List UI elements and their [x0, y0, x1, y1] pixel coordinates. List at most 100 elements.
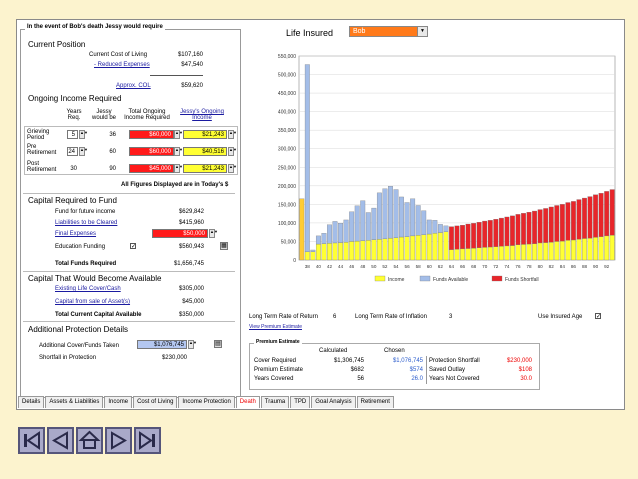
previous-page-button[interactable]	[47, 427, 74, 454]
bar-income	[554, 241, 560, 261]
education-calculator-icon[interactable]: ▦	[220, 242, 228, 250]
future-income-value: $629,842	[178, 209, 204, 215]
bar-funds-shortfall	[521, 213, 526, 245]
first-page-icon	[24, 431, 40, 450]
years-spinner-grieving[interactable]: ▲▼	[79, 130, 88, 139]
bar-income	[537, 242, 543, 261]
row-label-post-retirement: Post Retirement	[27, 161, 57, 173]
tab-assets-liabilities[interactable]: Assets & Liabilities	[45, 396, 104, 408]
bar-income	[343, 242, 349, 261]
years-not-covered-label: Years Not Covered	[429, 376, 480, 382]
liabilities-link[interactable]: Liabilities to be Cleared	[55, 220, 118, 226]
approx-col-value: $59,620	[181, 83, 203, 89]
inflation-value: 3	[449, 314, 453, 320]
tab-trauma[interactable]: Trauma	[260, 396, 290, 408]
total-income-post-retirement[interactable]: $45,000	[129, 164, 174, 173]
years-spinner-pre-retirement[interactable]: ▲▼	[79, 147, 88, 156]
tab-tpd[interactable]: TPD	[290, 396, 311, 408]
first-page-button[interactable]	[18, 427, 45, 454]
bar-funds-shortfall	[532, 210, 538, 244]
tab-income[interactable]: Income	[104, 396, 133, 408]
final-expenses-link[interactable]: Final Expenses	[55, 231, 97, 237]
last-page-icon	[139, 431, 155, 450]
premium-estimate-chosen: $574	[409, 367, 423, 373]
bar-income	[432, 233, 438, 261]
final-expenses-input[interactable]: $50,000	[152, 229, 208, 238]
header-total: Total Ongoing Income Required	[124, 109, 170, 121]
header-age: Jessy would be	[91, 109, 117, 121]
bar-income	[510, 245, 515, 261]
sale-assets-link[interactable]: Capital from sale of Asset(s)	[55, 299, 131, 305]
y-tick-label: 50,000	[281, 239, 297, 245]
calculator-icon[interactable]: ▤	[214, 340, 222, 348]
total-income-grieving[interactable]: $60,000	[129, 130, 174, 139]
total-available-label: Total Current Capital Available	[55, 312, 142, 318]
y-tick-label: 500,000	[278, 73, 296, 79]
bar-funds-shortfall	[482, 220, 488, 248]
bar-income	[515, 244, 521, 261]
bar-income	[354, 240, 360, 261]
years-input-grieving[interactable]: 5	[67, 130, 78, 139]
bar-funds-shortfall	[548, 206, 554, 243]
bar-income	[493, 246, 499, 261]
bar-income	[376, 239, 382, 261]
age-pre-retirement: 60	[109, 149, 116, 155]
education-checkbox[interactable]: ✓	[130, 243, 137, 250]
existing-cover-value: $305,000	[178, 286, 204, 292]
jessy-income-grieving[interactable]: $21,243	[183, 130, 227, 139]
chevron-down-icon[interactable]: ▼	[417, 27, 427, 36]
life-insured-label: Life Insured	[286, 28, 334, 38]
y-tick-label: 450,000	[278, 91, 296, 97]
final-expenses-spinner[interactable]: ▲▼	[209, 229, 218, 238]
tab-retirement[interactable]: Retirement	[356, 396, 394, 408]
bar-income	[393, 237, 399, 261]
x-tick-label: 52	[382, 264, 388, 269]
liabilities-value: $415,960	[178, 220, 204, 226]
bar-income	[437, 232, 443, 261]
view-premium-link[interactable]: View Premium Estimate	[249, 324, 302, 330]
years-input-pre-retirement[interactable]: 24	[67, 147, 78, 156]
bar-funds-shortfall	[598, 193, 604, 237]
bar-funds-shortfall	[449, 226, 454, 250]
tab-cost-of-living[interactable]: Cost of Living	[133, 396, 178, 408]
total-income-pre-retirement[interactable]: $60,000	[129, 147, 174, 156]
total-spinner-pre-retirement[interactable]: ▲▼	[174, 147, 183, 156]
home-button[interactable]	[76, 427, 103, 454]
header-jessy-link[interactable]: Jessy's Ongoing Income	[180, 109, 224, 121]
bar-funds-shortfall	[582, 197, 587, 239]
bar-funds-shortfall	[471, 223, 477, 249]
existing-cover-link[interactable]: Existing Life Cover/Cash	[55, 286, 121, 292]
years-not-covered-value: 30.0	[520, 376, 532, 382]
total-spinner-post-retirement[interactable]: ▲▼	[174, 164, 183, 173]
insured-age-checkbox[interactable]: ✓	[595, 313, 602, 320]
jessy-spinner-post-retirement[interactable]: ▲▼	[228, 164, 237, 173]
jessy-spinner-grieving[interactable]: ▲▼	[228, 130, 237, 139]
capital-available-title: Capital That Would Become Available	[28, 274, 162, 283]
y-tick-label: 550,000	[278, 54, 296, 60]
bar-funds-available	[360, 200, 366, 241]
tab-goal-analysis[interactable]: Goal Analysis	[311, 396, 356, 408]
bar-income	[582, 238, 587, 261]
last-page-button[interactable]	[134, 427, 161, 454]
tab-income-protection[interactable]: Income Protection	[178, 396, 235, 408]
additional-cover-input[interactable]: $1,076,745	[137, 340, 187, 349]
tab-death[interactable]: Death	[235, 396, 260, 408]
legend-label: Funds Available	[433, 277, 468, 283]
x-tick-label: 82	[549, 264, 555, 269]
approx-col-link[interactable]: Approx. COL	[116, 83, 151, 89]
next-page-button[interactable]	[105, 427, 132, 454]
additional-cover-spinner[interactable]: ▲▼	[188, 340, 197, 349]
life-insured-select[interactable]: Bob ▼	[349, 26, 428, 37]
tab-details[interactable]: Details	[18, 396, 45, 408]
total-spinner-grieving[interactable]: ▲▼	[174, 130, 183, 139]
bar-income	[498, 246, 504, 261]
reduced-expenses-link[interactable]: - Reduced Expenses	[94, 62, 150, 68]
jessy-income-post-retirement[interactable]: $21,243	[183, 164, 227, 173]
bar-funds-available	[376, 192, 382, 240]
bar-income	[471, 247, 477, 261]
jessy-spinner-pre-retirement[interactable]: ▲▼	[228, 147, 237, 156]
jessy-income-pre-retirement[interactable]: $40,516	[183, 147, 227, 156]
x-tick-label: 62	[438, 264, 444, 269]
y-tick-label: 400,000	[278, 110, 296, 116]
section-divider	[23, 321, 235, 322]
